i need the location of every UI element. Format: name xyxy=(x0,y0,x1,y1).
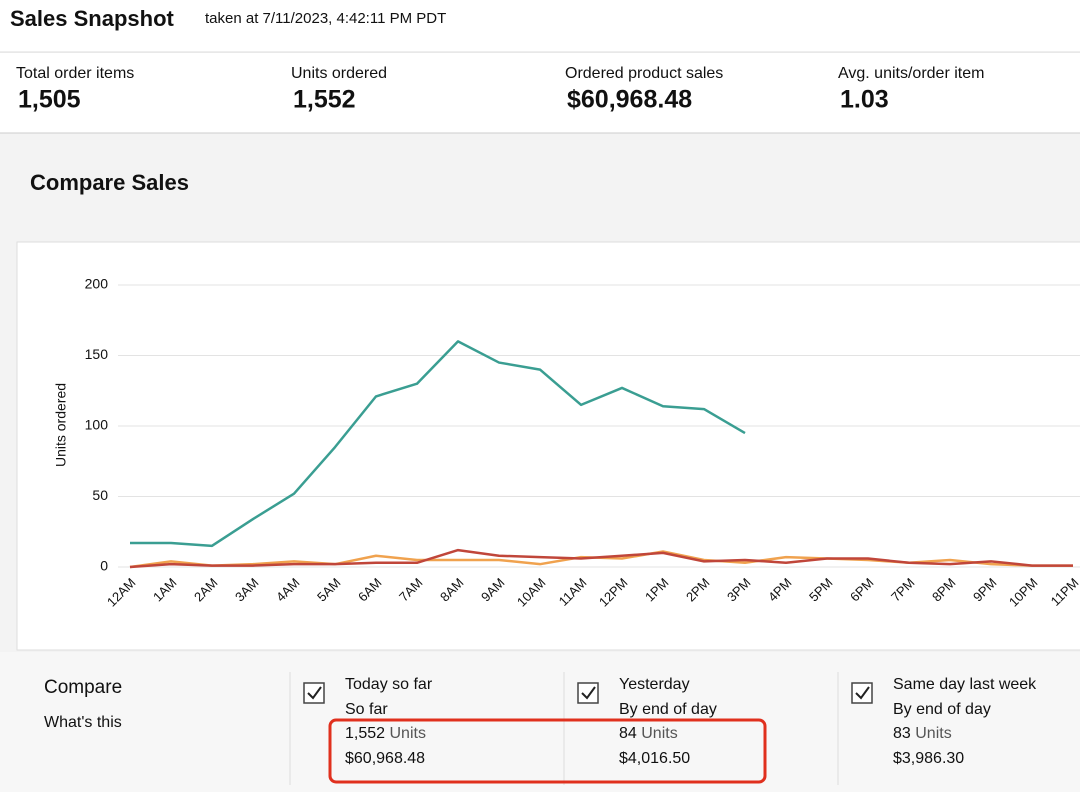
legend-subtitle: So far xyxy=(345,701,388,718)
page-title: Sales Snapshot xyxy=(10,6,175,31)
metrics-bar xyxy=(0,53,1080,133)
metric-value: $60,968.48 xyxy=(567,86,692,114)
legend-sales: $60,968.48 xyxy=(345,750,425,767)
timestamp: taken at 7/11/2023, 4:42:11 PM PDT xyxy=(205,10,446,27)
metric-label: Ordered product sales xyxy=(565,65,723,82)
compare-title: Compare xyxy=(44,677,122,698)
legend-name: Today so far xyxy=(345,676,433,693)
checkmark xyxy=(307,686,322,700)
metric-label: Avg. units/order item xyxy=(838,65,984,82)
y-tick-label: 0 xyxy=(100,558,108,574)
units-value: 83 xyxy=(893,725,911,742)
checkmark xyxy=(581,686,596,700)
series-line xyxy=(129,548,1073,569)
checkbox[interactable] xyxy=(303,682,325,704)
checkbox[interactable] xyxy=(851,682,873,704)
legend-sales: $4,016.50 xyxy=(619,750,690,767)
metric-label: Total order items xyxy=(16,65,134,82)
legend-units: 1,552 Units xyxy=(345,725,426,742)
legend-sales: $3,986.30 xyxy=(893,750,964,767)
units-value: 1,552 xyxy=(345,725,385,742)
legend-name: Yesterday xyxy=(619,676,690,693)
y-tick-label: 200 xyxy=(85,276,109,292)
legend-units: 84 Units xyxy=(619,725,678,742)
highlight-box xyxy=(328,718,767,784)
units-label: Units xyxy=(390,725,426,742)
metric-value: 1,505 xyxy=(18,86,81,114)
y-tick-label: 100 xyxy=(85,417,109,433)
section-title: Compare Sales xyxy=(30,170,189,195)
chart-panel xyxy=(16,241,1080,651)
series-line xyxy=(130,340,746,548)
help-link[interactable]: What's this xyxy=(44,714,122,731)
y-tick-label: 150 xyxy=(85,346,109,362)
compare-panel xyxy=(0,652,1080,792)
y-axis-label: Units ordered xyxy=(53,383,69,467)
metric-value: 1,552 xyxy=(293,86,356,114)
checkbox[interactable] xyxy=(577,682,599,704)
y-tick-label: 50 xyxy=(92,487,108,503)
units-value: 84 xyxy=(619,725,637,742)
units-label: Units xyxy=(915,725,951,742)
checkmark xyxy=(855,686,870,700)
legend-name: Same day last week xyxy=(893,676,1037,693)
units-label: Units xyxy=(641,725,677,742)
legend-units: 83 Units xyxy=(893,725,952,742)
metric-value: 1.03 xyxy=(840,86,889,114)
metric-label: Units ordered xyxy=(291,65,387,82)
legend-subtitle: By end of day xyxy=(619,701,717,718)
legend-subtitle: By end of day xyxy=(893,701,991,718)
header-bar xyxy=(0,0,1080,52)
